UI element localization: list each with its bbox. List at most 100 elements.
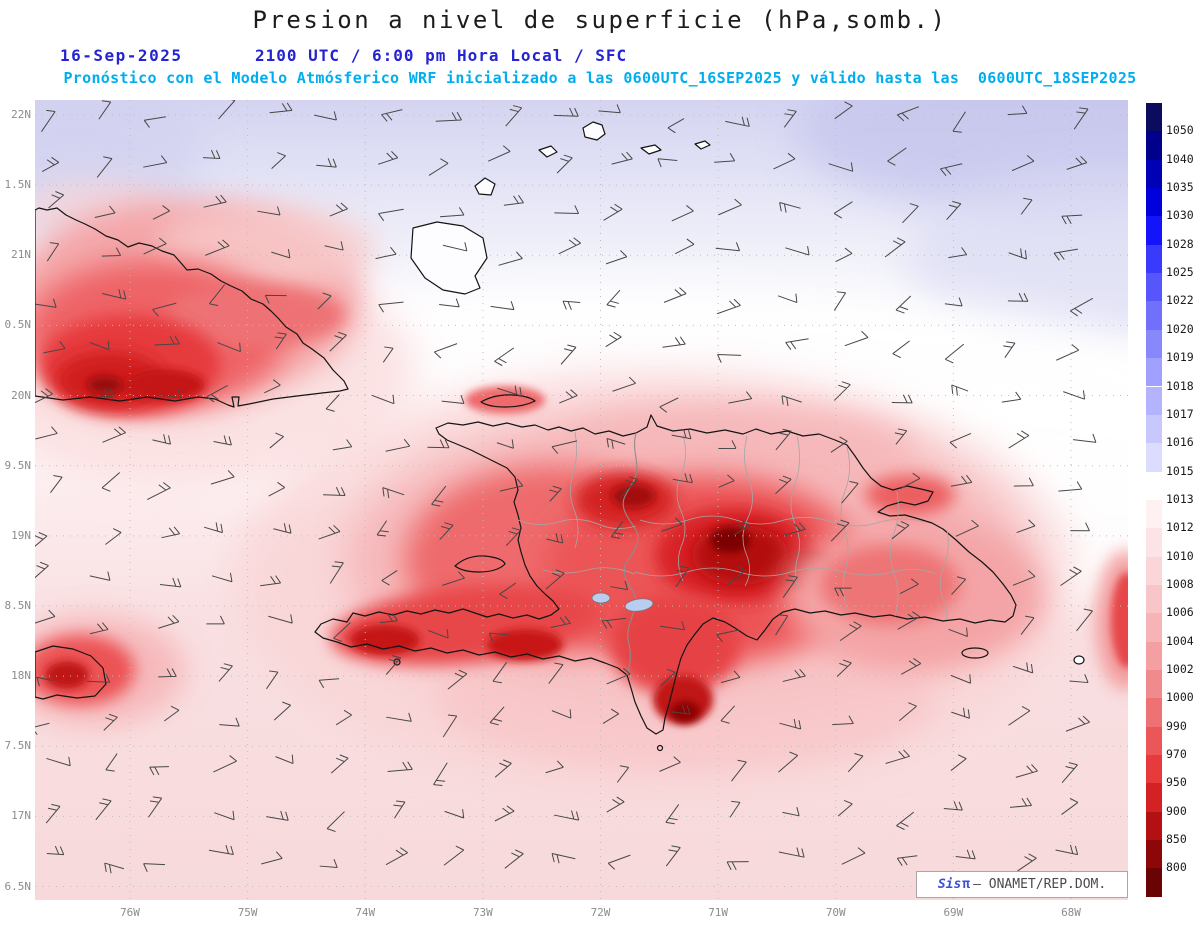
wind-barb (219, 717, 240, 727)
wind-barb (330, 754, 349, 774)
wind-barb (830, 436, 848, 453)
wind-barb (948, 247, 968, 259)
wind-barb (439, 298, 460, 308)
lat-tick-label: 9.5N (4, 458, 32, 472)
coastlines (35, 121, 1085, 752)
wind-barb (1015, 764, 1038, 778)
lon-tick-label: 69W (943, 906, 964, 919)
forecast-date: 16-Sep-2025 (60, 46, 183, 65)
wind-barb (560, 344, 577, 365)
wind-barb (778, 751, 799, 773)
wind-barb (143, 116, 167, 128)
wind-barb (839, 621, 862, 642)
colorbar-tick-label: 1028 (1166, 236, 1194, 251)
lake-azuei (591, 592, 611, 604)
wind-barb (203, 522, 224, 534)
wind-barb (605, 331, 622, 348)
wind-barb (206, 615, 225, 625)
wind-barb (720, 670, 741, 684)
wind-barb (208, 844, 234, 856)
wind-barb (89, 622, 109, 635)
wind-barb (261, 851, 283, 865)
wind-barb (329, 561, 344, 584)
wind-barb (442, 571, 465, 586)
colorbar-segment (1146, 698, 1162, 727)
colorbar-tick-label: 1035 (1166, 180, 1194, 195)
wind-barb (779, 202, 801, 213)
beata-islet (656, 744, 664, 752)
wind-barb (442, 242, 468, 252)
model-info-line: Pronóstico con el Modelo Atmósferico WRF… (63, 69, 1137, 87)
colorbar-segment (1146, 358, 1162, 387)
colorbar-segment (1146, 641, 1162, 670)
wind-barb (834, 101, 853, 120)
wind-barb (610, 580, 629, 591)
lat-tick-label: 20N (11, 388, 31, 402)
colorbar-segment (1146, 131, 1162, 160)
wind-barb (441, 394, 465, 405)
colorbar-tick-label: 1019 (1166, 350, 1194, 365)
wind-barb (45, 803, 61, 824)
wind-barb (271, 152, 286, 169)
wind-barb (718, 440, 737, 449)
hispaniola-coastline (314, 414, 1017, 735)
tortuga-island (480, 394, 536, 408)
wind-barb (671, 205, 694, 222)
wind-barb (598, 104, 621, 114)
colorbar-tick-label: 1013 (1166, 491, 1194, 506)
wind-barb (833, 381, 851, 401)
wind-barb (556, 154, 573, 174)
watermark-suffix: – ONAMET/REP.DOM. (973, 877, 1107, 892)
wind-barb (948, 627, 968, 637)
wind-barb (950, 754, 967, 771)
little-inagua-island (474, 177, 496, 196)
colorbar-tick-label: 1025 (1166, 265, 1194, 280)
wind-barb (550, 615, 571, 628)
saona-island (961, 647, 989, 659)
colorbar-segment (1146, 329, 1162, 359)
wind-barb (725, 116, 750, 127)
wind-barb (1076, 608, 1093, 632)
wind-barb (210, 470, 235, 485)
lon-tick-label: 72W (590, 906, 611, 919)
wind-barb (504, 849, 524, 869)
wind-barb (1007, 105, 1028, 116)
wind-barb (102, 426, 126, 443)
wind-barb (105, 753, 118, 772)
wind-barb (671, 429, 692, 440)
colorbar-tick-label: 1030 (1166, 208, 1194, 223)
wind-barbs-layer (35, 100, 1097, 874)
wind-barb (499, 582, 517, 599)
pressure-map (35, 100, 1128, 900)
colorbar-segment (1146, 244, 1162, 274)
wind-barb (781, 395, 802, 407)
wind-barb (161, 526, 181, 539)
wind-barb (606, 289, 621, 308)
wind-barb (777, 293, 798, 304)
wind-barb (318, 524, 341, 540)
wind-barb (217, 342, 241, 353)
wind-barb (665, 845, 681, 867)
wind-barb (675, 566, 690, 588)
wind-barb (46, 845, 65, 856)
haiti-dr-border (622, 432, 639, 676)
wind-barb (378, 208, 404, 222)
wind-barb (143, 863, 166, 873)
wind-barb (773, 152, 796, 170)
colorbar-tick-label: 1040 (1166, 151, 1194, 166)
wind-barb (607, 854, 631, 870)
colorbar-segment (1146, 755, 1162, 784)
wind-barb (558, 237, 581, 255)
wind-barb (329, 331, 347, 352)
colorbar-tick-label: 1010 (1166, 548, 1194, 563)
lat-tick-label: 19N (11, 528, 31, 542)
wind-barb (505, 527, 521, 547)
wind-barb (316, 158, 337, 168)
wind-barb (35, 388, 53, 404)
wind-barb (1017, 853, 1037, 872)
wind-barb (1020, 197, 1033, 215)
colorbar-tick-label: 1022 (1166, 293, 1194, 308)
wind-barb (35, 298, 57, 308)
colorbar-segment (1146, 499, 1162, 529)
